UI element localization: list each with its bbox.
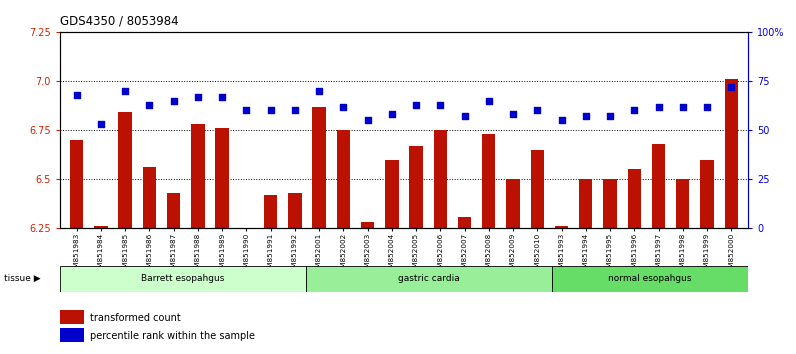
Bar [306, 266, 552, 292]
Bar [60, 266, 306, 292]
Bar [142, 167, 156, 228]
Bar [458, 217, 471, 228]
Bar [555, 226, 568, 228]
Point [555, 118, 568, 123]
Bar [167, 193, 181, 228]
Bar [700, 160, 714, 228]
Point [628, 108, 641, 113]
Point [337, 104, 349, 109]
Bar [361, 222, 374, 228]
Text: Barrett esopahgus: Barrett esopahgus [141, 274, 224, 283]
Point [725, 84, 738, 90]
Point [677, 104, 689, 109]
Bar [288, 193, 302, 228]
Bar [313, 107, 326, 228]
Text: tissue ▶: tissue ▶ [4, 274, 41, 283]
Point [192, 94, 205, 99]
Point [434, 102, 447, 107]
Bar [264, 195, 277, 228]
Bar [94, 226, 107, 228]
Bar [216, 128, 228, 228]
Bar [482, 134, 495, 228]
Point [410, 102, 423, 107]
Bar [409, 146, 423, 228]
Text: percentile rank within the sample: percentile rank within the sample [89, 331, 255, 341]
Bar [119, 113, 132, 228]
Point [216, 94, 228, 99]
Bar [191, 124, 205, 228]
Point [70, 92, 83, 98]
Point [579, 114, 592, 119]
Bar [70, 140, 84, 228]
Bar [579, 179, 592, 228]
Point [385, 112, 398, 117]
Bar [506, 179, 520, 228]
Text: normal esopahgus: normal esopahgus [608, 274, 692, 283]
Point [264, 108, 277, 113]
Point [507, 112, 520, 117]
Bar [652, 144, 665, 228]
Point [700, 104, 713, 109]
Point [288, 108, 301, 113]
Point [531, 108, 544, 113]
Bar [60, 328, 84, 342]
Point [361, 118, 374, 123]
Point [95, 121, 107, 127]
Bar [531, 150, 544, 228]
Point [119, 88, 131, 94]
Bar [724, 79, 738, 228]
Point [603, 114, 616, 119]
Bar [552, 266, 748, 292]
Bar [676, 179, 689, 228]
Bar [434, 130, 447, 228]
Point [143, 102, 156, 107]
Point [240, 108, 253, 113]
Text: transformed count: transformed count [89, 313, 181, 323]
Point [652, 104, 665, 109]
Bar [603, 179, 617, 228]
Point [313, 88, 326, 94]
Point [458, 114, 471, 119]
Point [482, 98, 495, 103]
Bar [627, 169, 641, 228]
Text: gastric cardia: gastric cardia [398, 274, 459, 283]
Bar [337, 130, 350, 228]
Point [167, 98, 180, 103]
Text: GDS4350 / 8053984: GDS4350 / 8053984 [60, 14, 178, 27]
Bar [385, 160, 399, 228]
Bar [60, 310, 84, 324]
